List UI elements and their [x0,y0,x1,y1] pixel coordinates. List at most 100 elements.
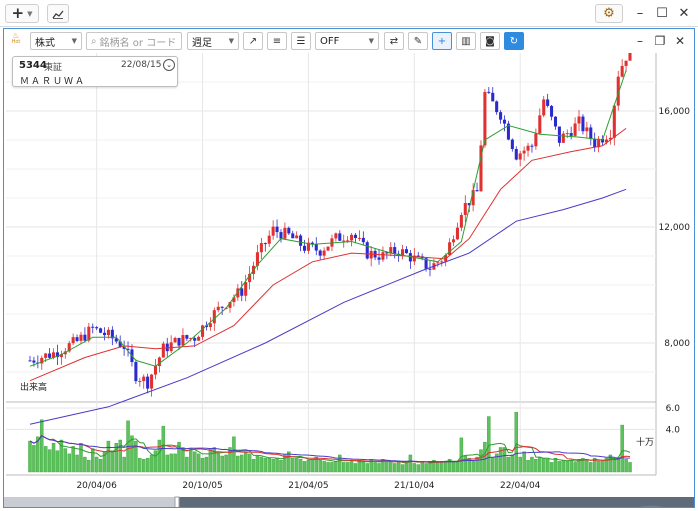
chart-minimize-button[interactable]: – [632,33,648,49]
chart-close-button[interactable]: ✕ [672,33,688,49]
refresh-button[interactable]: ↻ [504,32,524,50]
candle-body [510,139,514,149]
volume-bar [232,436,236,473]
volume-bar [538,456,542,473]
pen-button[interactable]: ✎ [408,32,428,50]
candle-body [165,343,169,352]
volume-bar [302,461,307,473]
shuffle-button[interactable]: ⇄ [384,32,404,50]
candle-body [314,244,318,251]
settings-button[interactable]: ⚙ [595,4,623,23]
stock-chart[interactable]: 16,000 12,000 8,000 6.0 4.0 20/04/06 20/10/05 2… [4,53,694,507]
chevron-down-icon: ▼ [71,37,77,45]
volume-bar [514,412,519,473]
candle-body [87,326,91,341]
pencil-icon: ✎ [413,35,423,47]
candle-body [455,227,459,240]
volume-bar [110,450,115,473]
sliders-icon: ▥ [461,35,471,47]
date-tick-label: 20/04/06 [76,481,117,491]
collapse-toggle-icon[interactable]: ⌄ [163,59,175,71]
volume-bar [185,456,189,473]
candle-body [310,242,314,245]
volume-bar [224,454,228,473]
candle-body [565,133,569,135]
candle-body [597,138,601,148]
volume-bar [341,462,346,473]
candle-body [401,249,405,256]
trend-chart-button[interactable] [47,4,69,23]
volume-bar [51,443,56,473]
volume-bar [91,448,95,473]
candle-body [506,123,510,140]
navigator-area [639,505,664,507]
period-select[interactable]: 週足 ▼ [187,32,239,50]
candle-body [444,255,448,262]
volume-bar [436,462,440,473]
volume-bar [349,460,354,473]
volume-label: 出来高 [20,383,48,393]
chevron-down-icon: ▼ [228,37,234,45]
candle-body [216,306,220,311]
candle-body [189,338,193,340]
volume-bar [589,462,593,473]
candle-body [193,338,197,341]
period-select-value: 週足 [192,37,212,49]
volume-bar [530,456,534,473]
volume-bar [361,461,366,473]
candle-body [408,253,412,262]
search-input[interactable]: ⌕ 銘柄名 or コード [86,32,182,50]
candle-body [601,138,605,143]
indicator-select[interactable]: OFF ▼ [315,32,379,50]
candle-body [75,337,79,341]
volume-bar [596,461,601,473]
camera-icon: ◙ [485,35,495,47]
candle-body [561,133,565,143]
candle-body [287,227,291,234]
close-icon: ✕ [674,34,686,48]
candle-body [381,252,385,260]
volume-bar [43,446,48,473]
volume-bar [134,440,138,473]
candle-body [197,336,201,341]
line-draw-button[interactable]: ↗ [243,32,263,50]
candle-body [208,323,212,328]
crosshair-button[interactable]: + [432,32,452,50]
volume-bar [491,456,495,473]
market-select[interactable]: 株式 ▼ [30,32,82,50]
date-tick-label: 21/04/05 [288,481,328,491]
app-maximize-button[interactable]: ☐ [652,4,672,23]
volume-bar [181,447,185,473]
app-close-button[interactable]: ✕ [674,4,694,23]
candle-body [161,343,165,358]
candle-body [604,139,608,143]
volume-bar [192,451,197,473]
candle-body [424,258,428,269]
app-minimize-button[interactable]: – [630,4,650,23]
volume-bar [526,460,530,473]
align-lines-button[interactable]: ☰ [291,32,311,50]
screenshot-button[interactable]: ◙ [480,32,500,50]
search-icon: ⌕ [91,35,97,47]
align-left-button[interactable]: ≡ [267,32,287,50]
volume-bar [377,463,381,473]
candle-body [99,328,103,333]
candle-body [267,235,271,244]
market-select-value: 株式 [35,37,55,49]
volume-bar [412,463,417,473]
candle-body [236,288,240,298]
volume-bar [334,461,338,473]
volume-bar [620,424,624,473]
flame-icon: ♨ [12,31,20,40]
chart-restore-button[interactable]: ❐ [652,33,668,49]
indicator-settings-button[interactable]: ▥ [456,32,476,50]
hot-button[interactable]: ♨ Hot [8,32,24,51]
candle-body [589,127,593,139]
navigator-handle[interactable] [174,496,180,507]
candle-body [212,310,216,324]
volume-bar [400,464,405,473]
date-tick-label: 21/10/04 [394,481,435,491]
long-ma-line [29,188,627,425]
add-menu-button[interactable]: + ▼ [5,4,39,23]
volume-bar [330,462,334,473]
